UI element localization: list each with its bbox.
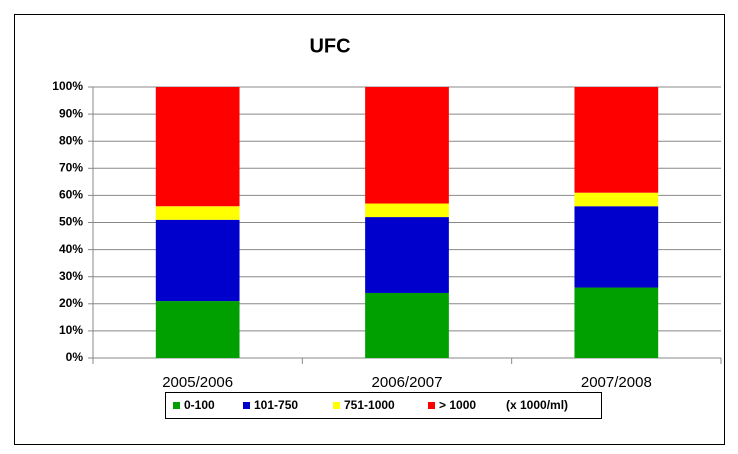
bar-segment (574, 206, 659, 288)
y-tick-label: 0% (66, 350, 84, 364)
bar-segment (574, 192, 659, 207)
legend-swatch (173, 402, 180, 409)
bar-segment (574, 87, 659, 193)
bar-segment (365, 87, 449, 204)
y-tick-label: 60% (59, 188, 83, 202)
bar-segment (365, 292, 449, 358)
legend: 0-100 101-750 751-1000 > 1000 (x 1000/ml) (165, 392, 602, 419)
legend-swatch (428, 402, 435, 409)
y-tick-label: 30% (59, 269, 83, 283)
bar-segment (155, 206, 240, 220)
y-tick-label: 40% (59, 242, 83, 256)
y-tick-label: 70% (59, 160, 83, 174)
y-tick-label: 50% (59, 215, 83, 229)
x-tick-label: 2007/2008 (581, 374, 652, 391)
bar-segment (365, 217, 449, 293)
legend-label: > 1000 (439, 398, 476, 412)
y-tick-label: 10% (59, 323, 83, 337)
legend-label: 101-750 (254, 398, 298, 412)
bar-segment (365, 203, 449, 218)
y-tick-label: 100% (52, 79, 83, 93)
x-tick-label: 2005/2006 (162, 374, 233, 391)
y-tick-label: 80% (59, 133, 83, 147)
y-tick-label: 90% (59, 106, 83, 120)
x-tick-label: 2006/2007 (372, 374, 443, 391)
legend-swatch (243, 402, 250, 409)
bar-segment (155, 301, 240, 358)
legend-box (165, 392, 602, 419)
bar-segment (155, 87, 240, 207)
legend-label: 751-1000 (344, 398, 395, 412)
legend-swatch (333, 402, 340, 409)
chart-title: UFC (309, 35, 350, 57)
y-tick-label: 20% (59, 296, 83, 310)
bar-segment (155, 219, 240, 302)
bar-segment (574, 287, 659, 358)
legend-label: 0-100 (184, 398, 215, 412)
legend-note: (x 1000/ml) (506, 398, 568, 412)
